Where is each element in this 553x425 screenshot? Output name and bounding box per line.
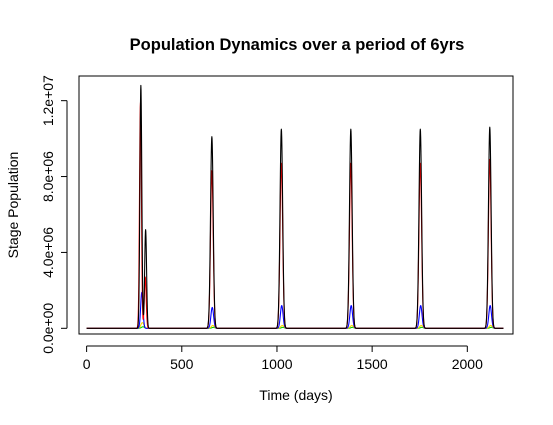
y-axis-label: Stage Population [5,152,21,259]
series-layer [86,84,504,329]
x-tick-label: 0 [83,356,91,372]
x-tick-label: 1500 [357,356,388,372]
chart-title: Population Dynamics over a period of 6yr… [130,36,465,54]
y-axis: 0.0e+00 4.0e+06 8.0e+06 1.2e+07 [40,75,68,354]
y-tick-label: 1.2e+07 [40,75,56,126]
series-line-1 [86,102,504,329]
x-tick-label: 2000 [452,356,483,372]
series-line-0 [86,84,504,329]
y-tick-label: 8.0e+06 [40,151,56,202]
y-tick-label: 0.0e+00 [40,303,56,354]
y-tick-label: 4.0e+06 [40,227,56,278]
series-line-2 [86,291,504,329]
x-tick-label: 500 [170,356,194,372]
x-axis: 0 500 1000 1500 2000 [83,345,483,372]
x-tick-label: 1000 [261,356,292,372]
plot-area-frame [78,75,514,335]
x-axis-label: Time (days) [259,387,332,403]
